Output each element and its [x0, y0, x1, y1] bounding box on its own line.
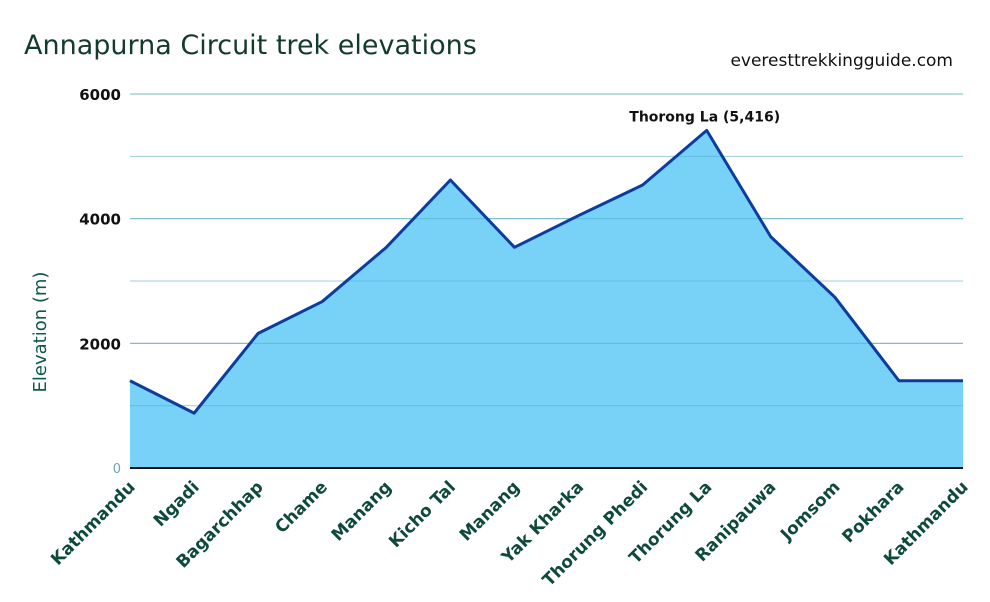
elevation-area [130, 130, 963, 469]
x-tick-label: Kathmandu [47, 477, 139, 569]
website-label: everesttrekkingguide.com [730, 51, 953, 71]
y-tick-label: 2000 [79, 335, 121, 353]
x-tick-label: Jomsom [776, 477, 844, 545]
plot-area [129, 128, 963, 469]
y-tick-label: 4000 [79, 211, 121, 229]
x-tick-label: Manang [328, 477, 396, 545]
x-tick-label: Manang [456, 477, 524, 545]
y-tick-label: 6000 [79, 86, 121, 104]
y-axis-ticks: 0 2000 4000 6000 [79, 86, 121, 477]
y-axis-label: Elevation (m) [30, 272, 51, 393]
x-tick-label: Kicho Tal [385, 477, 460, 552]
x-tick-label: Ngadi [150, 477, 204, 531]
x-tick-label: Chame [271, 477, 331, 537]
annotations: Thorong La (5,416) [629, 109, 780, 125]
y-tick-label: 0 [113, 462, 121, 477]
peak-annotation: Thorong La (5,416) [629, 109, 780, 125]
elevation-line [129, 128, 963, 415]
chart-title: Annapurna Circuit trek elevations [24, 30, 477, 61]
